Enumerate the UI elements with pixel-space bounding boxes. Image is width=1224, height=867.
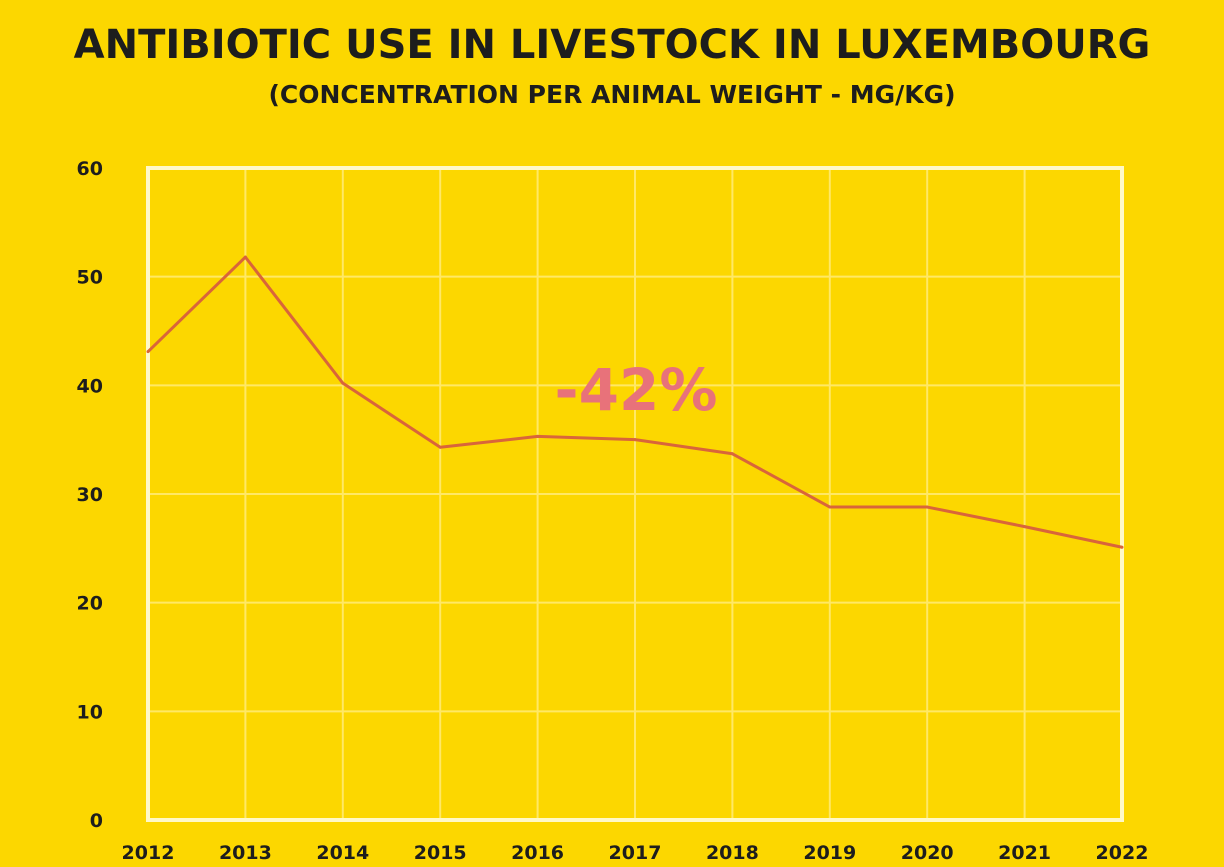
data-point — [146, 350, 150, 354]
data-point — [536, 434, 540, 438]
data-point — [1120, 545, 1124, 549]
y-tick-label: 0 — [90, 810, 103, 832]
x-tick-label: 2019 — [803, 842, 856, 864]
x-tick-label: 2015 — [414, 842, 467, 864]
data-point — [438, 445, 442, 449]
y-tick-label: 50 — [77, 267, 103, 289]
x-tick-label: 2018 — [706, 842, 759, 864]
chart-title: ANTIBIOTIC USE IN LIVESTOCK IN LUXEMBOUR… — [73, 22, 1151, 68]
data-point — [925, 505, 929, 509]
data-point — [341, 381, 345, 385]
chart-subtitle: (CONCENTRATION PER ANIMAL WEIGHT - MG/KG… — [268, 80, 956, 109]
y-tick-label: 10 — [77, 701, 103, 723]
change-annotation: -42% — [555, 356, 718, 424]
data-point — [730, 452, 734, 456]
x-tick-label: 2017 — [609, 842, 662, 864]
data-point — [828, 505, 832, 509]
x-tick-label: 2012 — [122, 842, 175, 864]
x-tick-label: 2020 — [901, 842, 954, 864]
plot-frame — [146, 166, 1124, 822]
x-tick-label: 2016 — [511, 842, 564, 864]
data-point — [243, 255, 247, 259]
y-tick-label: 30 — [77, 484, 103, 506]
x-tick-label: 2013 — [219, 842, 272, 864]
data-point — [1023, 525, 1027, 529]
x-tick-label: 2022 — [1096, 842, 1149, 864]
x-tick-label: 2014 — [316, 842, 369, 864]
data-point — [633, 438, 637, 442]
y-tick-label: 20 — [77, 593, 103, 615]
x-tick-label: 2021 — [998, 842, 1051, 864]
y-tick-label: 40 — [77, 375, 103, 397]
y-tick-label: 60 — [77, 158, 103, 180]
